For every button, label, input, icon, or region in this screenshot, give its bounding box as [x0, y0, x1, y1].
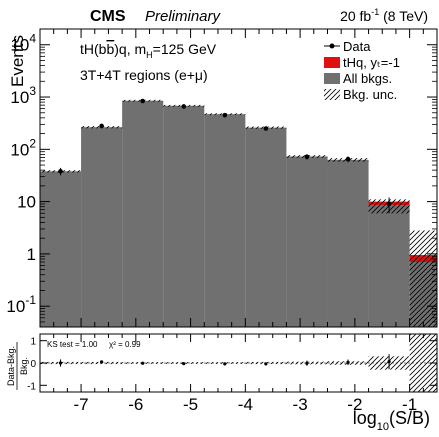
- ratio-point-8: [387, 360, 391, 364]
- ratio-point-1: [100, 360, 104, 364]
- data-point-4: [222, 112, 228, 118]
- x-tick-label-1: -6: [128, 395, 143, 414]
- data-point-8: [386, 201, 392, 207]
- data-point-5: [263, 126, 269, 131]
- y-tick-label-1: 1: [27, 245, 36, 264]
- data-points: [58, 98, 392, 214]
- energy-label: (8 TeV): [379, 8, 428, 24]
- process-part-d: =125 GeV: [153, 41, 217, 57]
- data-point-1: [99, 123, 104, 129]
- legend-bkg-swatch: [324, 73, 340, 84]
- y-tick-label-0: 10-1: [6, 293, 36, 316]
- ratio-chi2-text: χ² = 0.99: [109, 340, 141, 349]
- legend-unc-swatch: [324, 89, 340, 100]
- legend-data-marker: [329, 43, 335, 49]
- lumi-exponent: -1: [371, 7, 379, 17]
- x-axis-title-tail: (S/B): [389, 408, 430, 428]
- unc-band-9: [409, 230, 437, 327]
- ratio-y-tick-label-1: 0: [30, 359, 36, 370]
- x-tick-label-5: -2: [347, 395, 362, 414]
- data-point-6: [304, 154, 310, 160]
- legend-signal-label: tHq, yₜ=-1: [343, 55, 400, 70]
- status-label: Preliminary: [145, 8, 222, 25]
- ratio-point-3: [182, 362, 186, 366]
- data-point-7: [345, 156, 351, 162]
- ratio-y-title: Data-Bkg. Bkg.: [6, 342, 29, 390]
- y-tick-exp-5: 4: [29, 32, 36, 46]
- y-tick-base-0: 10: [6, 297, 25, 316]
- data-point-0: [58, 168, 63, 174]
- ratio-y-tick-label-0: -1: [27, 381, 36, 392]
- ratio-y-title-num: Data-Bkg.: [6, 346, 16, 386]
- ratio-y-tick-label-2: 1: [30, 337, 36, 348]
- experiment-label: CMS: [90, 8, 126, 25]
- data-point-2: [140, 98, 145, 104]
- process-annotation: tH(bb)q, mH=125 GeV: [80, 41, 217, 60]
- legend-data-label: Data: [343, 39, 371, 54]
- y-tick-base-1: 1: [27, 245, 36, 264]
- process-part-bbar: b: [106, 41, 114, 57]
- y-tick-exp-0: -1: [25, 293, 36, 307]
- region-annotation: 3T+4T regions (e+μ): [80, 67, 208, 83]
- lumi-label: 20 fb-1 (8 TeV): [340, 7, 428, 24]
- lumi-value: 20 fb: [340, 8, 371, 24]
- data-point-3: [181, 104, 187, 109]
- x-tick-label-3: -4: [238, 395, 253, 414]
- y-tick-base-4: 10: [10, 88, 29, 107]
- bkg-bar-4: [204, 114, 246, 327]
- ratio-axes: -1 0 1 -7 -6 -5 -4 -3 -2 -1: [27, 333, 438, 414]
- y-tick-exp-4: 3: [29, 84, 36, 98]
- x-tick-label-2: -5: [183, 395, 198, 414]
- process-part-a: tH(b: [80, 41, 107, 57]
- y-tick-base-3: 10: [10, 140, 29, 159]
- ratio-ks-text: KS test = 1.00: [47, 340, 98, 349]
- process-mass-sub: H: [146, 50, 153, 60]
- main-frame: [39, 28, 438, 328]
- y-tick-label-5: 104: [10, 32, 36, 55]
- ratio-point-7: [346, 360, 350, 364]
- bkg-bar-6: [286, 156, 328, 327]
- y-tick-label-4: 103: [10, 84, 36, 107]
- bkg-bar-2: [122, 100, 164, 328]
- y-axis-title: Events: [8, 35, 27, 87]
- bkg-bar-0: [40, 171, 82, 327]
- x-tick-label-0: -7: [74, 395, 89, 414]
- y-tick-label-3: 102: [10, 136, 36, 159]
- process-part-c: )q, m: [114, 41, 146, 57]
- x-tick-label-4: -3: [293, 395, 308, 414]
- y-tick-base-5: 10: [10, 36, 29, 55]
- x-tick-label-6: -1: [402, 395, 417, 414]
- y-tick-label-2: 10: [17, 193, 36, 212]
- x-axis-title: log10(S/B): [353, 408, 430, 433]
- y-tick-exp-3: 2: [29, 136, 36, 150]
- legend-unc-label: Bkg. unc.: [343, 87, 397, 102]
- stacked-histogram: [40, 100, 437, 328]
- bkg-bar-7: [327, 159, 369, 327]
- legend: Data tHq, yₜ=-1 All bkgs. Bkg. unc.: [324, 39, 400, 102]
- bkg-bar-5: [245, 127, 287, 327]
- ratio-point-6: [305, 361, 309, 365]
- x-axis-title-log: log: [353, 408, 377, 428]
- ratio-y-title-den: Bkg.: [19, 357, 29, 375]
- bkg-bar-1: [81, 127, 123, 328]
- bkg-bar-3: [163, 105, 205, 328]
- legend-bkg-label: All bkgs.: [343, 71, 392, 86]
- ratio-uncertainty-band: [40, 334, 437, 392]
- bkg-bar-8: [368, 205, 410, 327]
- y-tick-base-2: 10: [17, 193, 36, 212]
- legend-signal-swatch: [324, 57, 340, 68]
- ratio-point-2: [141, 361, 145, 365]
- x-axis-title-sub: 10: [377, 421, 389, 433]
